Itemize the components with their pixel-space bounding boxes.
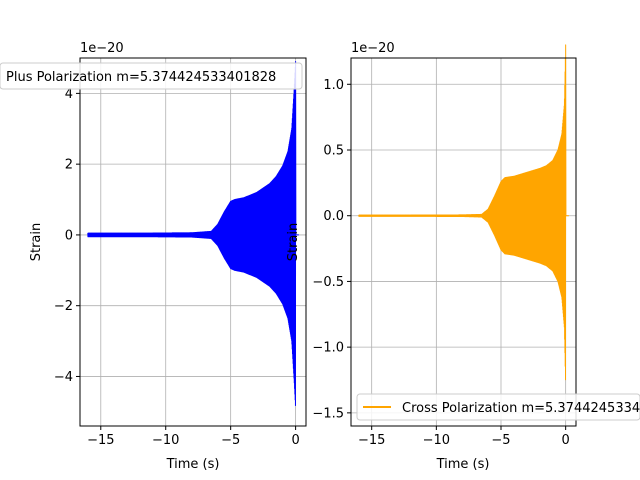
plus-offset-text: 1e−20 — [80, 41, 124, 56]
plus-x-tick-label: −5 — [221, 433, 240, 448]
plus-x-axis-label: Time (s) — [166, 457, 220, 472]
plus-legend-box — [0, 62, 303, 90]
plus-y-tick-label: 0 — [65, 228, 73, 243]
plus-y-ticks: −4 −2 0 2 4 — [54, 87, 80, 385]
plus-x-tick-label: 0 — [291, 433, 299, 448]
plus-legend: Plus Polarization m=5.374424533401828 — [0, 62, 303, 90]
plus-y-axis-label: Strain — [29, 223, 44, 262]
cross-polarization-panel: −15 −10 −5 0 −1.5 −1.0 −0.5 0.0 0.5 1.0 1e−20 Ti… — [286, 41, 640, 472]
plus-y-tick-label: 2 — [65, 158, 73, 173]
cross-y-tick-label: 1.0 — [323, 78, 344, 93]
cross-x-ticks: −15 −10 −5 0 — [358, 426, 570, 448]
cross-y-tick-label: −0.5 — [312, 275, 344, 290]
cross-y-tick-label: −1.0 — [312, 341, 344, 356]
cross-offset-text: 1e−20 — [351, 41, 395, 56]
plus-waveform-line — [87, 61, 299, 406]
plus-y-tick-label: −4 — [54, 370, 73, 385]
cross-legend-label: Cross Polarization m=5.374424533401828 — [402, 401, 640, 416]
plus-x-tick-label: −10 — [152, 433, 179, 448]
plus-plot-area — [87, 61, 299, 406]
plus-y-tick-label: 4 — [65, 87, 73, 102]
cross-y-tick-label: −1.5 — [312, 406, 344, 421]
cross-y-ticks: −1.5 −1.0 −0.5 0.0 0.5 1.0 — [312, 78, 351, 421]
plus-x-tick-label: −15 — [87, 433, 114, 448]
plus-y-tick-label: −2 — [54, 299, 73, 314]
cross-plot-area — [358, 44, 569, 381]
cross-waveform-line — [358, 44, 569, 381]
cross-x-tick-label: 0 — [562, 433, 570, 448]
cross-x-tick-label: −15 — [358, 433, 385, 448]
plus-x-ticks: −15 −10 −5 0 — [87, 426, 300, 448]
plus-legend-label: Plus Polarization m=5.374424533401828 — [6, 70, 276, 85]
cross-x-axis-label: Time (s) — [436, 457, 490, 472]
cross-axes-frame — [350, 57, 577, 427]
cross-x-tick-label: −10 — [423, 433, 450, 448]
cross-legend-box — [356, 393, 640, 421]
plus-axes-frame — [79, 57, 307, 427]
cross-y-tick-label: 0.0 — [323, 209, 344, 224]
cross-y-axis-label: Strain — [286, 223, 301, 262]
cross-y-tick-label: 0.5 — [323, 144, 344, 159]
cross-x-tick-label: −5 — [491, 433, 510, 448]
cross-legend: Cross Polarization m=5.374424533401828 — [356, 393, 640, 421]
